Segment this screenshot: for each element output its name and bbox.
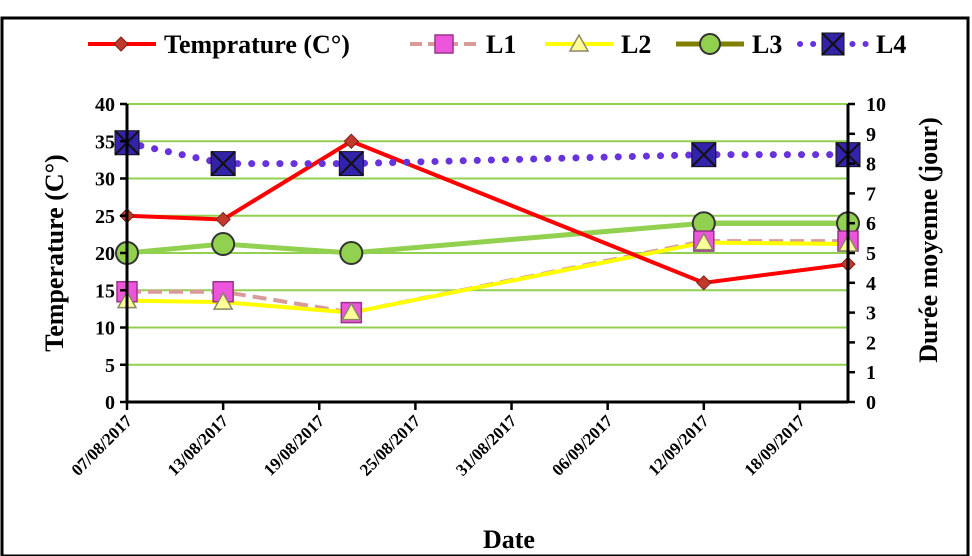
temperature-point-3 xyxy=(696,275,712,291)
l4-point-3 xyxy=(691,141,717,168)
legend-marker-temperature xyxy=(113,36,129,52)
legend-marker-l1 xyxy=(434,34,454,54)
right-tick-label: 0 xyxy=(866,392,876,414)
legend-marker-l4 xyxy=(821,32,845,56)
left-axis-title: Temperature (C°) xyxy=(40,154,69,351)
temperature-point-2 xyxy=(343,133,360,149)
right-tick-label: 1 xyxy=(866,362,876,384)
right-tick-label: 2 xyxy=(866,332,876,354)
l4-point-cross-b xyxy=(691,141,717,168)
left-tick-label: 5 xyxy=(105,355,115,377)
right-tick-label: 5 xyxy=(866,243,876,265)
l4-point-cross-b xyxy=(210,150,236,177)
l4-point-1 xyxy=(210,150,236,177)
right-tick-label: 9 xyxy=(866,124,876,146)
l3-point-1 xyxy=(211,232,236,257)
l2-point-2 xyxy=(341,302,362,321)
left-tick-label: 30 xyxy=(95,169,115,191)
right-tick-label: 4 xyxy=(866,273,876,295)
l2-point-3 xyxy=(693,232,715,251)
left-tick-label: 10 xyxy=(95,318,115,340)
legend-label-temperature: Temprature (C°) xyxy=(164,30,350,59)
l2-point-1 xyxy=(212,291,234,310)
right-tick-label: 10 xyxy=(866,94,886,116)
left-tick-label: 25 xyxy=(95,206,115,228)
legend-label-l1: L1 xyxy=(486,30,516,59)
legend-label-l4: L4 xyxy=(876,30,906,59)
l4-point-cross-b xyxy=(338,150,365,177)
x-axis-title: Date xyxy=(483,525,535,554)
legend: Temprature (C°) L1 L2 L3 L4 xyxy=(88,30,906,59)
series-layer xyxy=(114,130,861,324)
legend-marker-l3 xyxy=(699,33,721,55)
right-y-ticks: 0 1 2 3 4 5 6 7 8 9 10 xyxy=(848,94,886,414)
right-tick-label: 7 xyxy=(866,183,876,205)
l4-point-2 xyxy=(338,150,365,177)
l3-point-2 xyxy=(339,241,364,265)
right-tick-label: 3 xyxy=(866,303,876,325)
temperature-point-1 xyxy=(215,211,231,228)
gridlines xyxy=(127,103,848,366)
left-tick-label: 15 xyxy=(95,280,115,302)
left-tick-label: 40 xyxy=(95,94,115,116)
left-tick-label: 20 xyxy=(95,243,115,265)
legend-marker-l2 xyxy=(568,33,590,52)
right-axis-title: Durée moyenne (jour) xyxy=(914,117,943,363)
left-tick-label: 0 xyxy=(105,392,115,414)
legend-label-l2: L2 xyxy=(621,30,651,59)
right-tick-label: 8 xyxy=(866,154,876,176)
left-y-ticks: 0 5 10 15 20 25 30 35 40 xyxy=(95,94,127,414)
left-tick-label: 35 xyxy=(95,131,115,153)
legend-label-l3: L3 xyxy=(752,30,782,59)
right-tick-label: 6 xyxy=(866,213,876,235)
